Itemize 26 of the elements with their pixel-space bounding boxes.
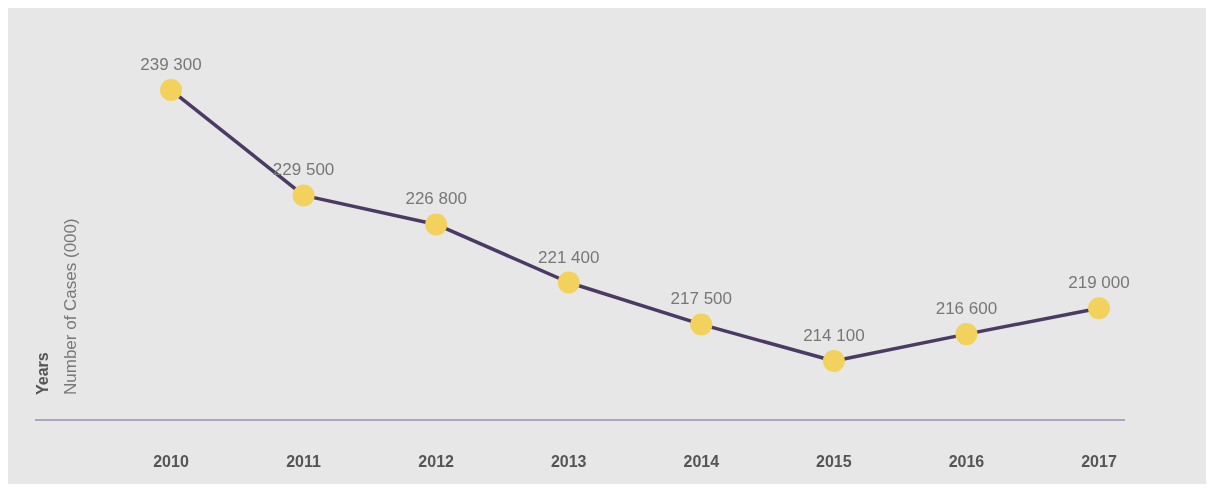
- data-label: 226 800: [405, 189, 467, 209]
- point: [160, 79, 183, 102]
- x-tick-label: 2016: [948, 453, 985, 471]
- data-label: 217 500: [670, 289, 733, 309]
- data-label: 239 300: [140, 55, 202, 75]
- data-label: 221 400: [538, 247, 600, 267]
- x-tick-label: 2014: [683, 453, 720, 471]
- point: [955, 323, 978, 346]
- point: [425, 213, 448, 236]
- data-label: 229 500: [272, 160, 335, 180]
- point: [822, 349, 845, 372]
- y-axis-title: Number of Cases (000): [61, 218, 80, 395]
- point: [1088, 297, 1111, 320]
- x-tick-label: 2011: [286, 453, 322, 471]
- x-tick-label: 2012: [418, 453, 455, 471]
- data-label: 219 000: [1068, 273, 1130, 293]
- x-tick-label: 2017: [1081, 453, 1117, 471]
- point: [557, 271, 580, 294]
- x-tick-label: 2013: [550, 453, 587, 471]
- point: [292, 184, 315, 207]
- x-tick-label: 2015: [816, 453, 852, 471]
- point: [690, 313, 713, 336]
- text: Years: [34, 352, 51, 395]
- data-label: 216 600: [935, 299, 998, 319]
- data-label: 214 100: [803, 325, 865, 345]
- x-tick-label: 2010: [153, 453, 189, 471]
